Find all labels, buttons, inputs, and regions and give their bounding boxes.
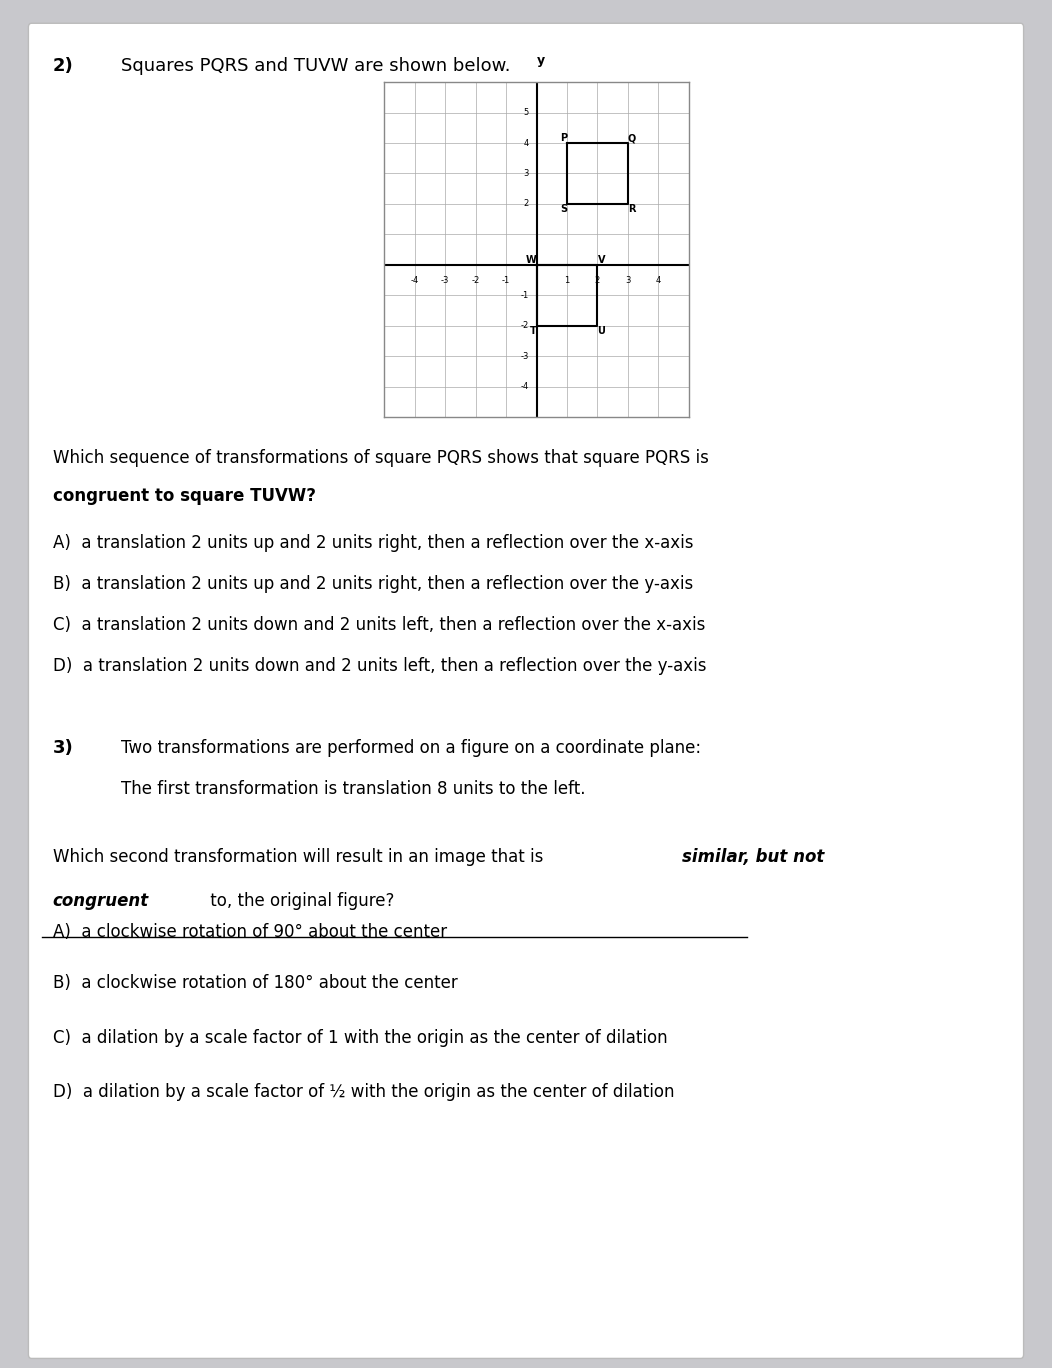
Text: 5: 5: [524, 108, 529, 118]
Text: A)  a translation 2 units up and 2 units right, then a reflection over the x-axi: A) a translation 2 units up and 2 units …: [53, 534, 693, 551]
Text: T: T: [530, 326, 537, 335]
Text: B)  a clockwise rotation of 180° about the center: B) a clockwise rotation of 180° about th…: [53, 974, 458, 992]
Text: C)  a dilation by a scale factor of 1 with the origin as the center of dilation: C) a dilation by a scale factor of 1 wit…: [53, 1029, 667, 1047]
Text: S: S: [560, 204, 567, 213]
Text: -1: -1: [521, 291, 529, 300]
Text: y: y: [537, 53, 545, 67]
Text: congruent to square TUVW?: congruent to square TUVW?: [53, 487, 316, 505]
Text: 4: 4: [655, 275, 661, 285]
Text: -4: -4: [410, 275, 419, 285]
Text: 3): 3): [53, 739, 74, 757]
Text: -2: -2: [521, 321, 529, 330]
Text: W: W: [526, 254, 537, 265]
Text: Q: Q: [628, 133, 636, 144]
Text: 3: 3: [524, 170, 529, 178]
Text: U: U: [598, 326, 605, 335]
Text: -1: -1: [502, 275, 510, 285]
Text: 3: 3: [625, 275, 630, 285]
Text: The first transformation is translation 8 units to the left.: The first transformation is translation …: [121, 780, 586, 798]
Text: D)  a translation 2 units down and 2 units left, then a reflection over the y-ax: D) a translation 2 units down and 2 unit…: [53, 657, 706, 674]
Text: P: P: [560, 133, 567, 144]
Text: 2: 2: [594, 275, 600, 285]
Text: 1: 1: [564, 275, 569, 285]
Text: C)  a translation 2 units down and 2 units left, then a reflection over the x-ax: C) a translation 2 units down and 2 unit…: [53, 616, 705, 633]
Text: congruent: congruent: [53, 892, 148, 910]
Text: 2: 2: [524, 200, 529, 208]
Text: Which second transformation will result in an image that is: Which second transformation will result …: [53, 848, 548, 866]
Text: V: V: [598, 254, 605, 265]
Text: R: R: [628, 204, 635, 213]
Text: -3: -3: [521, 352, 529, 361]
Text: similar, but not: similar, but not: [682, 848, 824, 866]
Text: -2: -2: [471, 275, 480, 285]
Text: -4: -4: [521, 382, 529, 391]
Text: to, the original figure?: to, the original figure?: [205, 892, 394, 910]
Text: B)  a translation 2 units up and 2 units right, then a reflection over the y-axi: B) a translation 2 units up and 2 units …: [53, 575, 693, 592]
Text: Squares PQRS and TUVW are shown below.: Squares PQRS and TUVW are shown below.: [121, 57, 510, 75]
Text: 2): 2): [53, 57, 74, 75]
Text: Which sequence of transformations of square PQRS shows that square PQRS is: Which sequence of transformations of squ…: [53, 449, 708, 466]
Text: A)  a clockwise rotation of 90° about the center: A) a clockwise rotation of 90° about the…: [53, 923, 447, 941]
Text: Two transformations are performed on a figure on a coordinate plane:: Two transformations are performed on a f…: [121, 739, 701, 757]
Text: D)  a dilation by a scale factor of ½ with the origin as the center of dilation: D) a dilation by a scale factor of ½ wit…: [53, 1083, 674, 1101]
Text: -3: -3: [441, 275, 449, 285]
Text: 4: 4: [524, 138, 529, 148]
FancyBboxPatch shape: [28, 23, 1024, 1358]
